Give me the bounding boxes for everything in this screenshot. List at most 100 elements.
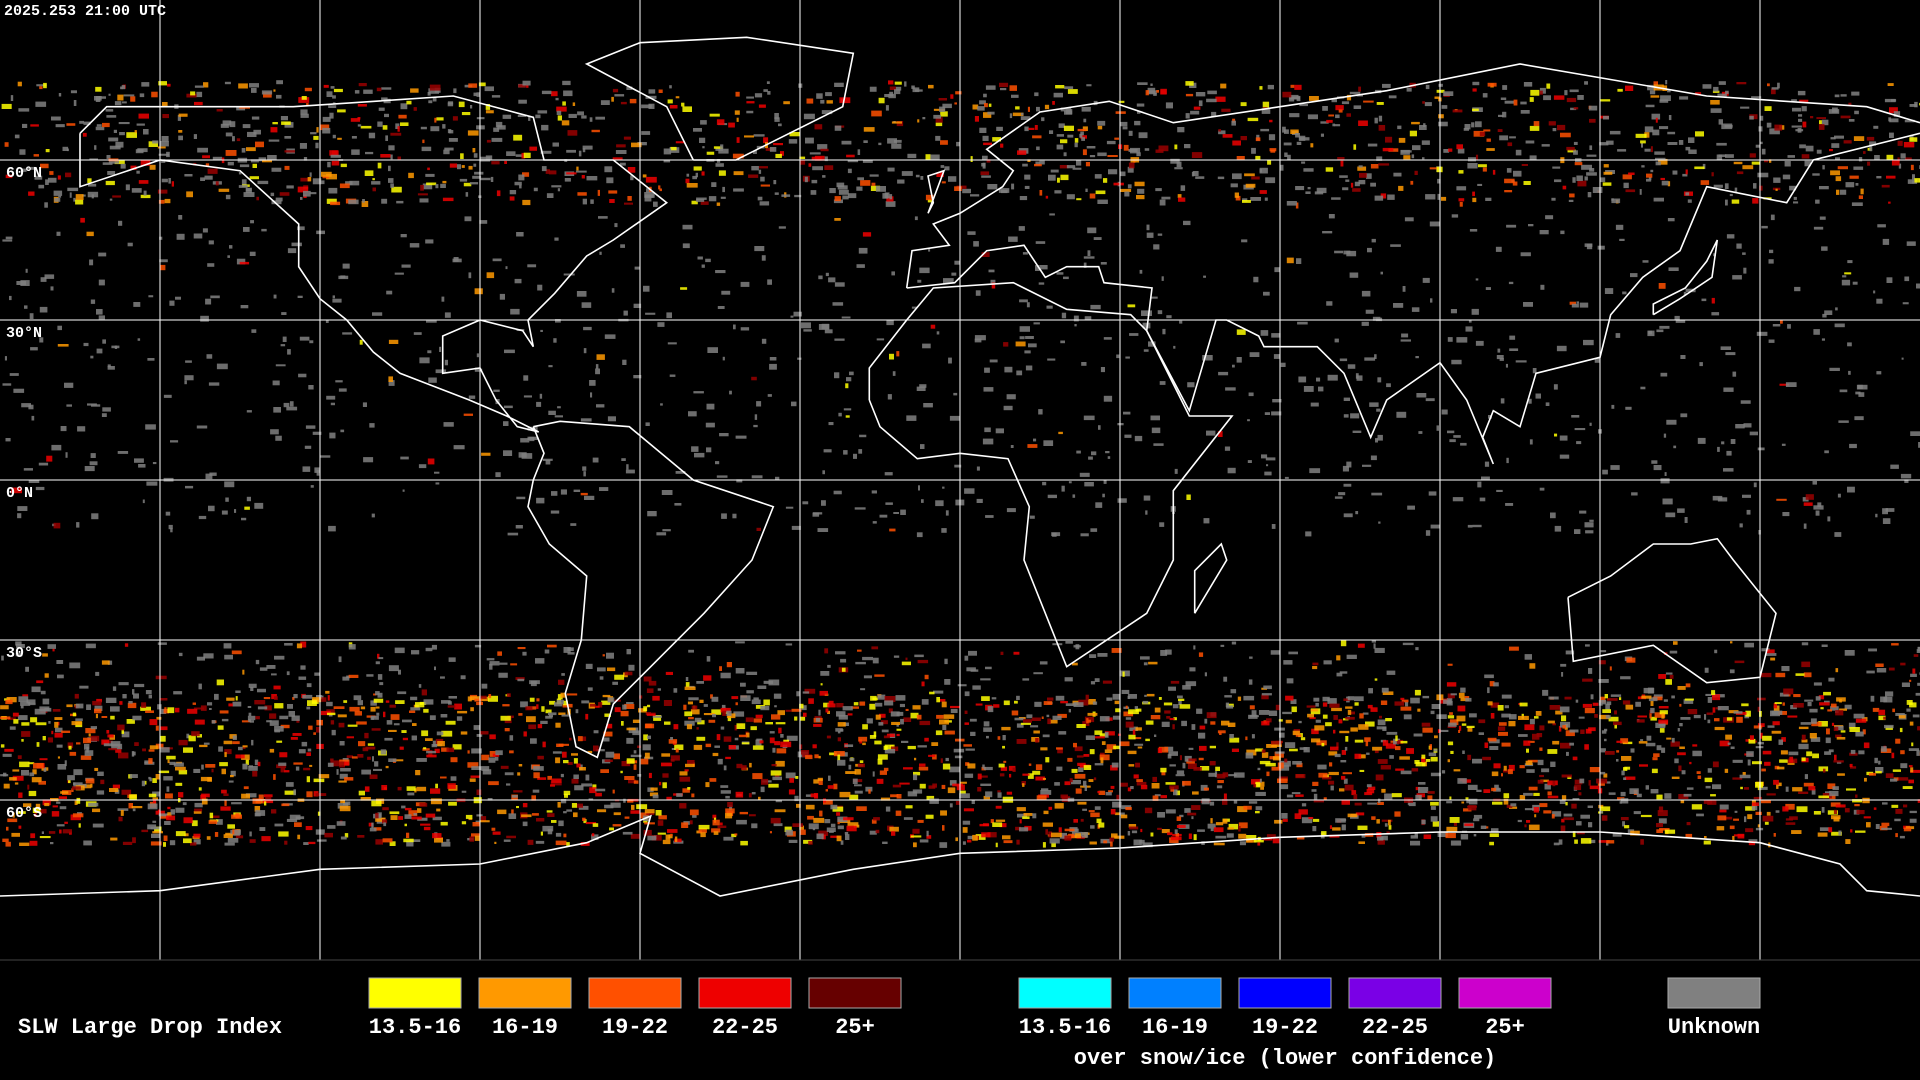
cloud-pixel — [920, 444, 925, 449]
cloud-pixel — [469, 836, 475, 842]
cloud-pixel — [523, 395, 532, 398]
cloud-pixel — [1858, 195, 1863, 199]
cloud-pixel — [1539, 725, 1545, 731]
cloud-pixel — [1176, 816, 1182, 821]
cloud-pixel — [1472, 88, 1477, 92]
cloud-pixel — [1249, 656, 1253, 659]
cloud-pixel — [837, 722, 846, 727]
cloud-pixel — [954, 755, 963, 759]
cloud-pixel — [1036, 795, 1047, 800]
cloud-pixel — [398, 669, 401, 675]
cloud-pixel — [1560, 132, 1571, 138]
cloud-pixel — [1385, 136, 1393, 143]
cloud-pixel — [1322, 702, 1328, 707]
cloud-pixel — [1886, 175, 1896, 179]
cloud-pixel — [1356, 375, 1363, 381]
cloud-pixel — [1097, 125, 1103, 130]
cloud-pixel — [1837, 773, 1845, 776]
cloud-pixel — [896, 794, 902, 799]
cloud-pixel — [785, 829, 793, 836]
cloud-pixel — [1503, 769, 1509, 773]
cloud-pixel — [633, 750, 637, 754]
cloud-pixel — [1184, 144, 1191, 149]
cloud-pixel — [1081, 106, 1091, 112]
cloud-pixel — [789, 132, 801, 137]
cloud-pixel — [245, 187, 252, 194]
cloud-pixel — [1600, 696, 1606, 703]
cloud-pixel — [1616, 750, 1620, 753]
cloud-pixel — [1, 103, 12, 109]
cloud-pixel — [1086, 146, 1096, 149]
cloud-pixel — [1785, 786, 1789, 792]
cloud-pixel — [1713, 184, 1723, 188]
cloud-pixel — [1292, 730, 1300, 736]
cloud-pixel — [602, 654, 605, 657]
cloud-pixel — [328, 187, 338, 194]
cloud-pixel — [271, 200, 282, 205]
cloud-pixel — [984, 427, 991, 433]
cloud-pixel — [1897, 777, 1909, 781]
cloud-pixel — [816, 93, 823, 99]
cloud-pixel — [152, 799, 157, 804]
cloud-pixel — [1616, 759, 1619, 762]
cloud-pixel — [1793, 201, 1799, 204]
cloud-pixel — [900, 718, 904, 725]
cloud-pixel — [1144, 694, 1147, 697]
cloud-pixel — [105, 180, 115, 186]
cloud-pixel — [79, 120, 84, 124]
cloud-pixel — [1831, 143, 1840, 148]
cloud-pixel — [918, 766, 929, 771]
cloud-pixel — [1719, 740, 1730, 747]
cloud-pixel — [419, 802, 428, 807]
cloud-pixel — [643, 734, 648, 741]
cloud-pixel — [1646, 173, 1653, 178]
cloud-pixel — [371, 181, 381, 185]
cloud-pixel — [167, 707, 175, 714]
cloud-pixel — [1225, 702, 1229, 708]
cloud-pixel — [1087, 712, 1098, 716]
cloud-pixel — [1110, 765, 1118, 771]
cloud-pixel — [1641, 695, 1652, 699]
cloud-pixel — [444, 312, 451, 318]
cloud-pixel — [1501, 694, 1512, 699]
cloud-pixel — [1174, 468, 1178, 474]
cloud-pixel — [652, 715, 662, 718]
cloud-pixel — [1282, 91, 1292, 98]
cloud-pixel — [1588, 822, 1593, 828]
cloud-pixel — [12, 775, 24, 781]
cloud-pixel — [1773, 779, 1779, 785]
cloud-pixel — [1810, 718, 1817, 724]
cloud-pixel — [712, 814, 717, 819]
cloud-pixel — [1620, 738, 1629, 744]
cloud-pixel — [118, 122, 130, 125]
cloud-pixel — [1034, 701, 1042, 707]
cloud-pixel — [278, 831, 289, 837]
cloud-pixel — [1518, 715, 1529, 720]
cloud-pixel — [1119, 741, 1130, 747]
cloud-pixel — [1776, 784, 1779, 789]
cloud-pixel — [41, 831, 44, 834]
cloud-pixel — [1660, 478, 1670, 484]
cloud-pixel — [857, 649, 862, 652]
cloud-pixel — [1446, 826, 1458, 832]
cloud-pixel — [1506, 804, 1513, 808]
cloud-pixel — [112, 195, 121, 198]
cloud-pixel — [379, 682, 384, 686]
cloud-pixel — [170, 440, 179, 443]
cloud-pixel — [468, 165, 473, 170]
cloud-pixel — [862, 656, 873, 661]
cloud-pixel — [2, 753, 12, 757]
cloud-pixel — [227, 824, 235, 829]
cloud-pixel — [47, 177, 57, 183]
cloud-pixel — [521, 152, 526, 159]
cloud-pixel — [1123, 411, 1131, 415]
cloud-pixel — [144, 780, 147, 785]
cloud-pixel — [1773, 703, 1777, 709]
cloud-pixel — [997, 792, 1002, 798]
cloud-pixel — [873, 817, 880, 821]
cloud-pixel — [758, 104, 766, 108]
cloud-pixel — [513, 134, 523, 141]
cloud-pixel — [1396, 739, 1404, 744]
cloud-pixel — [566, 809, 572, 812]
cloud-pixel — [147, 358, 155, 361]
